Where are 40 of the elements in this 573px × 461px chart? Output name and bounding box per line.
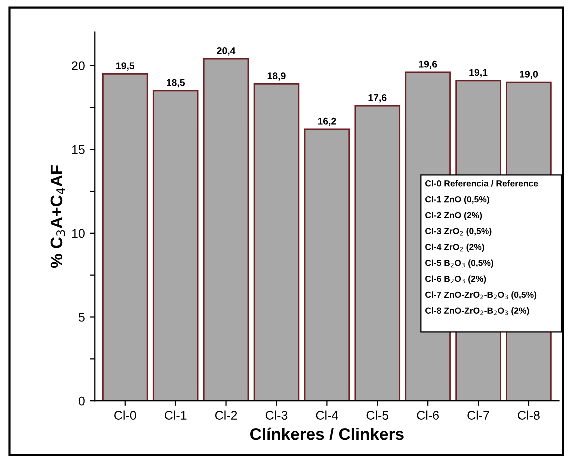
data-label: 20,4 [217, 48, 236, 56]
x-tick-label: Cl-2 [215, 410, 238, 420]
data-label: 16,2 [318, 118, 336, 126]
annotation: Cl-3 ZrO$_{2}$ (0,5%) [426, 228, 492, 236]
annotation: Cl-2 ZnO (2%) [426, 212, 482, 220]
y-tick-label: 0 [78, 396, 85, 406]
x-tick-label: Cl-3 [266, 410, 288, 420]
bar [254, 84, 300, 402]
annotation: Cl-0 Referencia / Reference [426, 180, 538, 187]
data-label: 18,9 [268, 72, 286, 81]
annotation: Cl-6 B$_{2}$O$_{3}$ (2%) [426, 276, 486, 284]
y-axis-title: % C$_{3}$A+C$_{4}$AF [50, 166, 66, 268]
y-tick-label: 15 [72, 146, 85, 154]
x-tick-label: Cl-0 [114, 410, 136, 420]
x-tick-label: Cl-8 [518, 410, 540, 420]
y-tick-label: 20 [72, 62, 85, 70]
data-label: 19,5 [116, 62, 135, 71]
data-label: 17,6 [368, 94, 387, 103]
x-axis-title: Clínkeres / Clinkers [250, 428, 404, 440]
annotation: Cl-8 ZnO-ZrO$_{2}$-B$_{2}$O$_{3}$ (2%) [426, 308, 530, 316]
annotation: Cl-1 ZnO (0,5%) [426, 196, 490, 204]
annotation: Cl-5 B$_{2}$O$_{3}$ (0,5%) [426, 260, 494, 268]
bar [354, 105, 401, 402]
x-tick-label: Cl-4 [316, 410, 338, 420]
x-tick-label: Cl-1 [165, 410, 187, 420]
x-tick-label: Cl-6 [417, 410, 439, 420]
annotation: Cl-4 ZrO$_{2}$ (2%) [426, 244, 484, 252]
bar [203, 58, 250, 402]
annotation: Cl-7 ZnO-ZrO$_{2}$-B$_{2}$O$_{3}$ (0,5%) [426, 292, 537, 300]
bar [102, 73, 148, 402]
data-label: 19,0 [520, 70, 538, 80]
data-label: 18,5 [166, 79, 186, 88]
x-tick-label: Cl-7 [468, 410, 490, 420]
bar [304, 128, 350, 402]
data-label: 19,1 [470, 69, 488, 78]
y-tick-label: 10 [72, 229, 85, 238]
data-label: 19,6 [419, 60, 438, 70]
y-tick-label: 5 [78, 313, 85, 322]
bar [152, 90, 199, 402]
x-tick-label: Cl-5 [366, 410, 389, 420]
